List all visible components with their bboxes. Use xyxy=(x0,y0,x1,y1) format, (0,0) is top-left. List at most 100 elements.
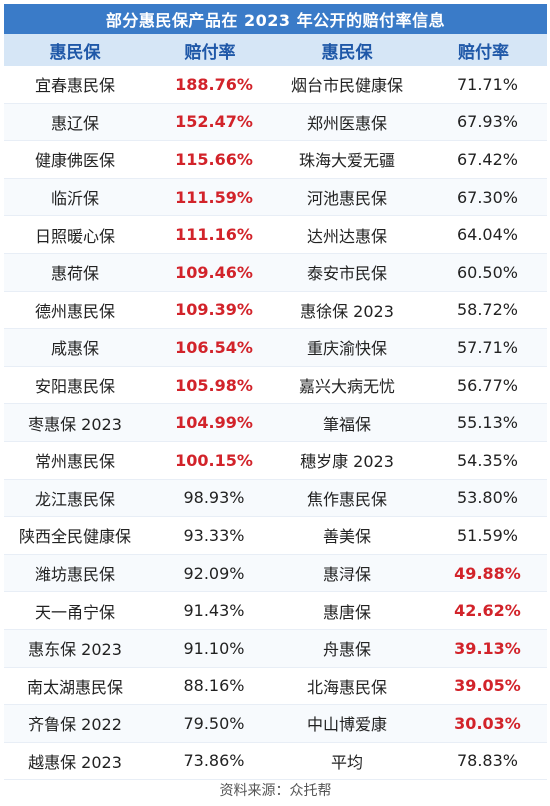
table-title: 部分惠民保产品在 2023 年公开的赔付率信息 xyxy=(4,4,547,34)
payout-rate-left: 79.50% xyxy=(183,713,245,733)
payout-rate-right: 51.59% xyxy=(456,525,518,545)
source-note: 资料来源：众托帮 xyxy=(219,783,332,800)
header-product-right: 惠民保 xyxy=(321,42,373,63)
payout-rate-right: 53.80% xyxy=(456,488,518,508)
table-row: 德州惠民保 109.39% 惠徐保 2023 58.72% xyxy=(4,292,547,330)
product-name-left: 宜春惠民保 xyxy=(34,76,115,96)
payout-rate-left: 111.59% xyxy=(175,187,253,207)
product-name-right: 中山博爱康 xyxy=(306,715,387,735)
payout-rate-right: 56.77% xyxy=(456,375,518,395)
product-name-left: 南太湖惠民保 xyxy=(26,677,123,697)
payout-rate-left: 152.47% xyxy=(175,112,253,132)
payout-rate-right: 30.03% xyxy=(454,713,521,733)
header-rate-right: 赔付率 xyxy=(458,42,509,63)
table-row: 南太湖惠民保 88.16% 北海惠民保 39.05% xyxy=(4,668,547,706)
payout-rate-right: 67.30% xyxy=(456,187,518,207)
table-row: 惠辽保 152.47% 郑州医惠保 67.93% xyxy=(4,103,547,142)
table-row: 临沂保 111.59% 河池惠民保 67.30% xyxy=(4,178,547,217)
payout-rate-left: 106.54% xyxy=(175,337,253,357)
product-name-right: 北海惠民保 xyxy=(306,677,387,697)
payout-rate-right: 54.35% xyxy=(456,450,518,470)
product-name-right: 泰安市民保 xyxy=(306,264,387,284)
product-name-left: 齐鲁保 2022 xyxy=(28,715,122,735)
table-row: 宜春惠民保 188.76% 烟台市民健康保 71.71% xyxy=(4,66,547,104)
payout-rate-left: 73.86% xyxy=(183,751,245,771)
payout-rate-left: 109.46% xyxy=(175,262,253,282)
table-row: 越惠保 2023 73.86% 平均 78.83% xyxy=(4,743,547,781)
payout-rate-left: 92.09% xyxy=(183,563,245,583)
payout-rate-left: 111.16% xyxy=(175,225,253,245)
payout-rate-left: 93.33% xyxy=(183,525,245,545)
payout-rate-left: 98.93% xyxy=(183,488,245,508)
payout-rate-left: 88.16% xyxy=(183,676,245,696)
product-name-right: 达州达惠保 xyxy=(306,226,387,246)
product-name-right: 平均 xyxy=(330,752,363,772)
header-product-left: 惠民保 xyxy=(49,42,101,63)
product-name-right: 惠徐保 2023 xyxy=(300,301,394,321)
table-row: 日照暖心保 111.16% 达州达惠保 64.04% xyxy=(4,216,547,254)
payout-rate-right: 67.93% xyxy=(456,112,518,132)
table-header-row: 惠民保 赔付率 惠民保 赔付率 xyxy=(4,34,547,66)
payout-rate-left: 105.98% xyxy=(175,375,253,395)
table-row: 惠东保 2023 91.10% 舟惠保 39.13% xyxy=(4,629,547,668)
payout-rate-right: 39.13% xyxy=(454,638,521,658)
product-name-left: 越惠保 2023 xyxy=(28,752,122,772)
product-name-left: 安阳惠民保 xyxy=(34,377,115,397)
payout-rate-right: 49.88% xyxy=(454,563,521,583)
product-name-right: 珠海大爱无疆 xyxy=(298,151,395,171)
product-name-right: 嘉兴大病无忧 xyxy=(298,377,395,397)
payout-rate-right: 55.13% xyxy=(456,413,518,433)
product-name-left: 枣惠保 2023 xyxy=(28,414,122,434)
payout-rate-left: 109.39% xyxy=(175,300,253,320)
payout-rate-right: 78.83% xyxy=(456,751,518,771)
product-name-right: 郑州医惠保 xyxy=(306,113,387,133)
payout-rate-right: 64.04% xyxy=(456,225,518,245)
table-row: 常州惠民保 100.15% 穗岁康 2023 54.35% xyxy=(4,442,547,480)
payout-rate-left: 91.43% xyxy=(183,601,245,621)
payout-rate-left: 104.99% xyxy=(175,413,253,433)
product-name-right: 筆福保 xyxy=(322,414,371,434)
table-row: 惠荷保 109.46% 泰安市民保 60.50% xyxy=(4,253,547,292)
product-name-left: 德州惠民保 xyxy=(34,301,115,321)
table-row: 咸惠保 106.54% 重庆渝快保 57.71% xyxy=(4,329,547,367)
payout-rate-right: 60.50% xyxy=(456,262,518,282)
product-name-right: 舟惠保 xyxy=(322,640,371,660)
product-name-left: 咸惠保 xyxy=(50,339,99,359)
table-row: 潍坊惠民保 92.09% 惠浔保 49.88% xyxy=(4,554,547,593)
table-row: 枣惠保 2023 104.99% 筆福保 55.13% xyxy=(4,404,547,442)
payout-rate-left: 100.15% xyxy=(175,450,253,470)
product-name-right: 穗岁康 2023 xyxy=(300,452,394,472)
table-row: 龙江惠民保 98.93% 焦作惠民保 53.80% xyxy=(4,479,547,518)
payout-rate-left: 188.76% xyxy=(175,74,253,94)
product-name-right: 烟台市民健康保 xyxy=(290,76,403,96)
product-name-left: 常州惠民保 xyxy=(34,452,115,472)
table-row: 齐鲁保 2022 79.50% 中山博爱康 30.03% xyxy=(4,705,547,743)
payout-rate-right: 58.72% xyxy=(456,300,518,320)
product-name-left: 天一甬宁保 xyxy=(34,602,115,622)
product-name-left: 惠荷保 xyxy=(50,264,99,284)
product-name-left: 健康佛医保 xyxy=(34,151,115,171)
payout-rate-left: 91.10% xyxy=(183,638,245,658)
header-rate-left: 赔付率 xyxy=(184,42,236,63)
product-name-right: 善美保 xyxy=(322,527,371,547)
product-name-right: 重庆渝快保 xyxy=(306,339,387,359)
table-row: 陕西全民健康保 93.33% 善美保 51.59% xyxy=(4,517,547,555)
product-name-right: 惠唐保 xyxy=(322,602,371,622)
product-name-left: 惠东保 2023 xyxy=(28,640,122,660)
product-name-left: 日照暖心保 xyxy=(34,226,115,246)
table-row: 安阳惠民保 105.98% 嘉兴大病无忧 56.77% xyxy=(4,367,547,405)
payout-rate-left: 115.66% xyxy=(175,149,253,169)
product-name-right: 惠浔保 xyxy=(322,565,371,585)
payout-rate-right: 71.71% xyxy=(456,74,518,94)
product-name-left: 惠辽保 xyxy=(50,113,99,133)
product-name-right: 河池惠民保 xyxy=(306,189,387,209)
payout-rate-right: 67.42% xyxy=(456,149,518,169)
payout-rate-right: 42.62% xyxy=(454,601,521,621)
table-row: 健康佛医保 115.66% 珠海大爱无疆 67.42% xyxy=(4,141,547,179)
payout-rate-right: 39.05% xyxy=(454,676,521,696)
payout-rate-right: 57.71% xyxy=(456,337,518,357)
product-name-left: 陕西全民健康保 xyxy=(18,527,131,547)
table-row: 天一甬宁保 91.43% 惠唐保 42.62% xyxy=(4,592,547,630)
table-body: 宜春惠民保 188.76% 烟台市民健康保 71.71% 惠辽保 152.47% 郑州医惠保… xyxy=(4,66,547,781)
